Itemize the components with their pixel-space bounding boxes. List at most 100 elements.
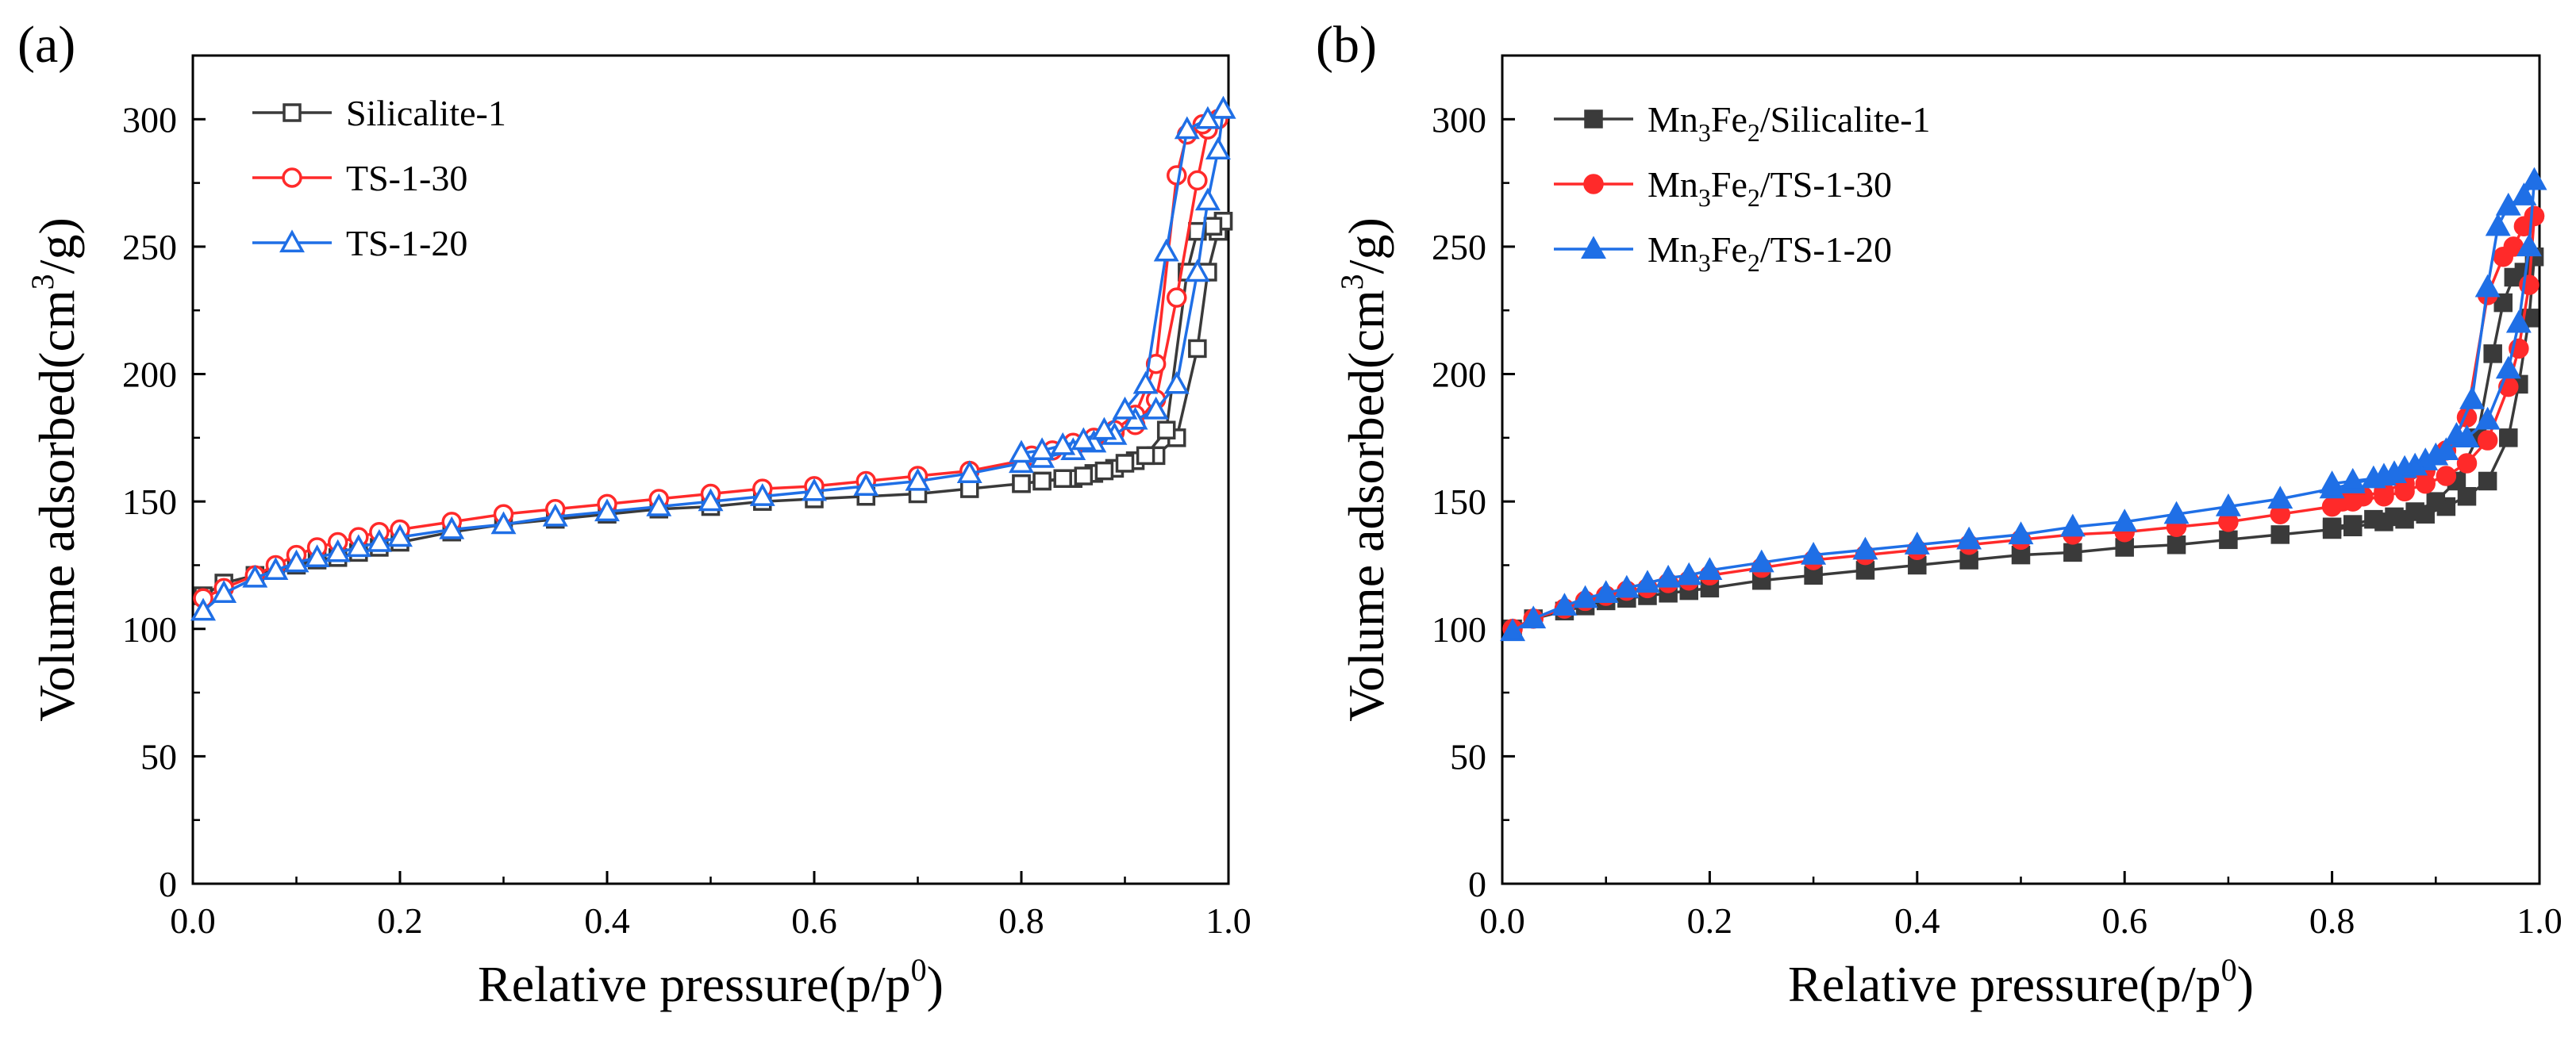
data-point (1655, 564, 1682, 588)
data-point (2459, 386, 2486, 409)
data-point (2343, 515, 2363, 534)
y-tick-label: 0 (1468, 864, 1486, 904)
data-point (2521, 167, 2547, 190)
data-point (2008, 521, 2034, 545)
data-point (2505, 309, 2532, 333)
data-point (2474, 406, 2501, 430)
data-point (1174, 116, 1200, 140)
data-point (304, 544, 330, 567)
data-point (1613, 574, 1640, 598)
data-point (2402, 452, 2428, 476)
data-point (2436, 466, 2457, 486)
data-point (2511, 182, 2537, 205)
data-point (594, 498, 620, 522)
data-point (2382, 460, 2407, 483)
legend-marker (279, 229, 305, 253)
data-point (1205, 136, 1231, 160)
data-point (1145, 353, 1167, 374)
data-point (263, 557, 289, 581)
data-point (2163, 501, 2190, 524)
legend-marker (282, 167, 302, 188)
y-tick-label: 200 (122, 355, 177, 395)
data-point (1032, 471, 1052, 491)
x-tick-label: 0.8 (998, 900, 1044, 941)
data-point (366, 528, 392, 552)
data-point (1074, 466, 1094, 485)
y-tick-label: 50 (1450, 736, 1486, 777)
y-tick-label: 250 (122, 227, 177, 267)
data-point (1194, 106, 1221, 129)
data-point (2112, 508, 2138, 532)
series-mn3fe2-ts-1-20 (1500, 167, 2547, 642)
data-point (956, 460, 982, 483)
data-point (2456, 453, 2478, 474)
y-tick-label: 100 (122, 609, 177, 650)
data-point (2360, 465, 2386, 489)
data-point (1188, 339, 1207, 359)
data-point (2167, 535, 2186, 555)
data-point (698, 488, 724, 512)
data-point (1187, 170, 1208, 191)
legend-marker (1584, 109, 1603, 129)
data-point (2485, 213, 2511, 236)
data-point (2063, 543, 2082, 562)
data-point (1551, 593, 1578, 616)
legend-entry: TS-1-30 (252, 158, 467, 198)
y-tick-label: 300 (122, 99, 177, 140)
data-point (2499, 428, 2518, 447)
adsorption-line (1512, 216, 2536, 631)
y-tick-label: 0 (159, 864, 177, 904)
y-tick-label: 100 (1432, 609, 1486, 650)
data-point (2423, 442, 2449, 466)
legend-marker (283, 103, 302, 122)
data-point (2516, 233, 2542, 257)
data-point (1136, 446, 1155, 466)
data-point (242, 564, 268, 588)
data-point (2405, 502, 2424, 521)
legend-entry: Mn3Fe2/Silicalite-1 (1554, 99, 1931, 147)
data-point (2457, 486, 2477, 506)
data-point (2443, 422, 2470, 445)
data-point (1593, 580, 1619, 603)
data-point (325, 539, 351, 562)
data-point (211, 580, 237, 603)
data-point (1143, 396, 1169, 420)
panel-b: 0.0 0.2 0.4 0.6 0.8 1.0 0 50 100 150 200 250 300 Rela… (1316, 16, 2563, 1012)
data-point (960, 479, 979, 498)
x-tick-label: 0.4 (584, 900, 630, 941)
data-point (1184, 259, 1210, 282)
data-point (542, 503, 568, 527)
data-point (2340, 467, 2366, 491)
legend-label: TS-1-30 (346, 158, 467, 198)
legend-label: Mn3Fe2/TS-1-20 (1647, 229, 1892, 277)
data-point (1153, 238, 1179, 262)
data-point (2495, 355, 2521, 379)
data-point (1194, 187, 1221, 211)
data-point (1572, 585, 1598, 608)
data-point (283, 549, 310, 573)
data-point (2513, 216, 2535, 236)
data-point (1012, 474, 1031, 493)
data-point (1163, 370, 1190, 394)
data-point (1210, 95, 1236, 119)
data-point (646, 493, 672, 516)
data-point (1635, 570, 1660, 593)
data-point (905, 467, 931, 491)
data-point (2219, 530, 2238, 550)
data-point (1050, 432, 1076, 455)
legend-label: TS-1-20 (346, 223, 467, 263)
data-point (2059, 513, 2086, 537)
data-point (1904, 532, 1930, 555)
data-point (1029, 437, 1055, 461)
x-tick-label: 0.0 (1479, 900, 1525, 941)
data-point (1071, 427, 1097, 451)
data-point (2319, 470, 2345, 493)
data-point (2477, 430, 2498, 451)
data-point (2493, 293, 2513, 313)
legend-marker (1583, 174, 1604, 194)
data-point (749, 483, 775, 506)
y-tick-label: 250 (1432, 227, 1486, 267)
x-axis-title: Relative pressure(p/p0) (478, 952, 944, 1012)
data-point (2493, 247, 2514, 267)
data-point (1500, 618, 1526, 642)
